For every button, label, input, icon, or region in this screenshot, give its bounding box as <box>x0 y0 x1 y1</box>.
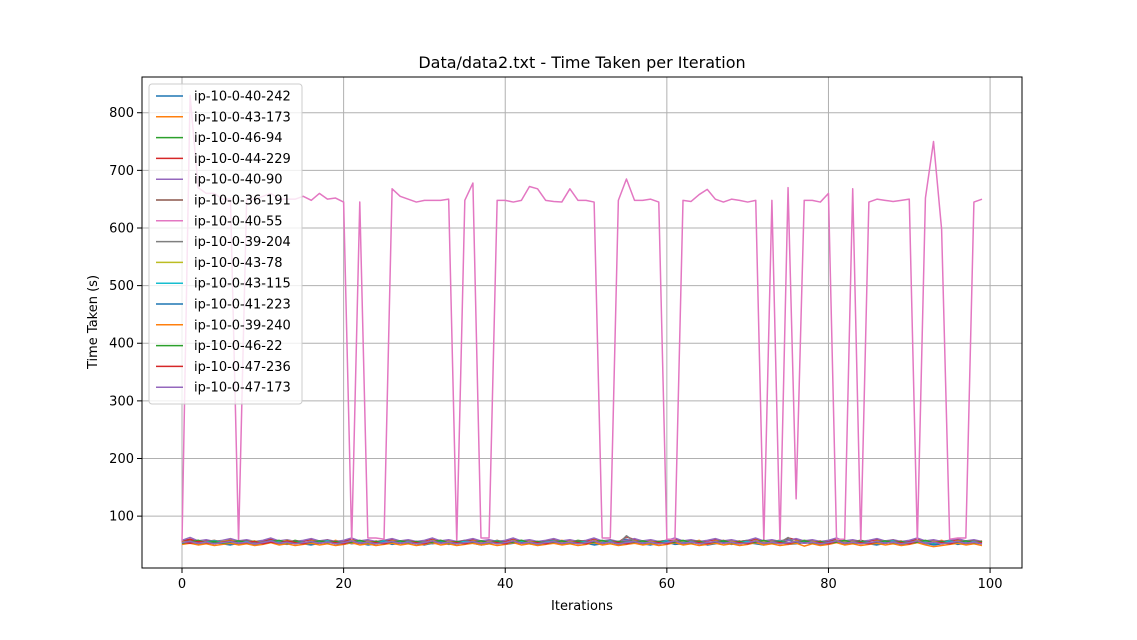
legend-label: ip-10-0-40-55 <box>194 214 283 229</box>
x-tick-label: 80 <box>820 577 837 592</box>
legend-label: ip-10-0-46-94 <box>194 131 283 146</box>
series-line <box>181 94 983 543</box>
legend-label: ip-10-0-36-191 <box>194 194 291 209</box>
x-ticks: 0 20 40 60 80 100 <box>178 568 1003 592</box>
y-tick-label: 800 <box>109 106 134 121</box>
legend-box <box>148 83 303 405</box>
x-tick-label: 0 <box>178 577 186 592</box>
legend-label: ip-10-0-43-115 <box>194 277 291 292</box>
legend-label: ip-10-0-47-236 <box>194 360 291 375</box>
y-ticks: 100 200 300 400 500 600 700 800 <box>109 106 142 525</box>
legend-label: ip-10-0-39-240 <box>194 318 291 333</box>
series-line <box>181 539 983 544</box>
legend-label: ip-10-0-46-22 <box>194 339 283 354</box>
y-tick-label: 600 <box>109 221 134 236</box>
legend-label: ip-10-0-43-173 <box>194 110 291 125</box>
y-tick-label: 400 <box>109 337 134 352</box>
legend-label: ip-10-0-44-229 <box>194 152 291 167</box>
y-tick-label: 200 <box>109 452 134 467</box>
legend-label: ip-10-0-43-78 <box>194 256 283 271</box>
x-axis-label: Iterations <box>551 599 613 614</box>
legend-label: ip-10-0-40-90 <box>194 173 283 188</box>
series-lines <box>181 94 983 548</box>
y-tick-label: 100 <box>109 510 134 525</box>
x-tick-label: 100 <box>978 577 1003 592</box>
y-tick-label: 300 <box>109 394 134 409</box>
chart-title: Data/data2.txt - Time Taken per Iteratio… <box>418 53 745 72</box>
legend: ip-10-0-40-242 ip-10-0-43-173 ip-10-0-46-9… <box>148 83 303 405</box>
x-tick-label: 20 <box>335 577 352 592</box>
legend-label: ip-10-0-47-173 <box>194 381 291 396</box>
legend-label: ip-10-0-39-204 <box>194 235 291 250</box>
y-tick-label: 700 <box>109 164 134 179</box>
y-tick-label: 500 <box>109 279 134 294</box>
legend-label: ip-10-0-40-242 <box>194 90 291 105</box>
x-tick-label: 40 <box>497 577 514 592</box>
series-line <box>181 541 983 548</box>
y-axis-label: Time Taken (s) <box>86 275 101 370</box>
x-tick-label: 60 <box>659 577 676 592</box>
series-line <box>181 540 983 545</box>
legend-label: ip-10-0-41-223 <box>194 298 291 313</box>
plot-frame <box>141 76 1023 569</box>
